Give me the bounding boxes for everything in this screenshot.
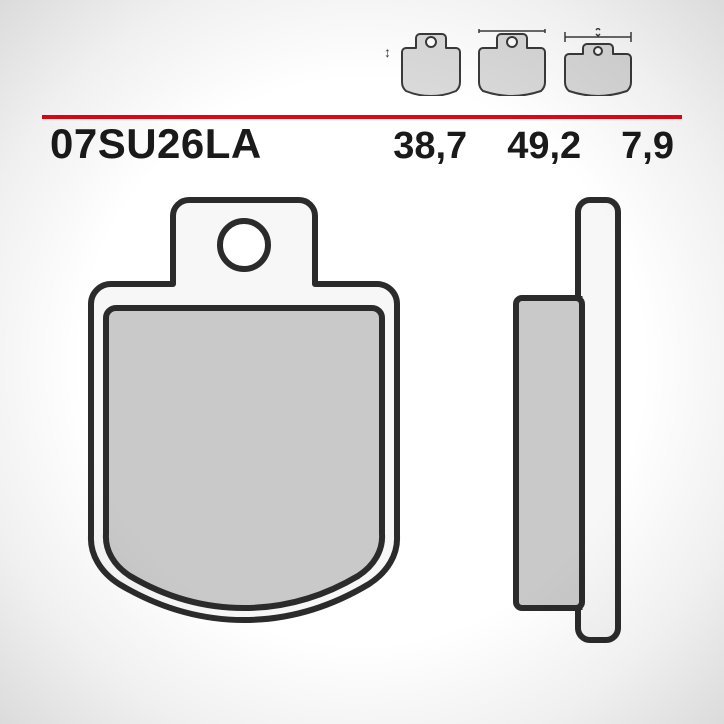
dimensions-values: 38,7 49,2 7,9 bbox=[393, 125, 674, 168]
technical-drawing bbox=[74, 190, 650, 660]
height-icon: ↕ bbox=[400, 28, 462, 101]
red-divider bbox=[42, 106, 682, 110]
dim-width: 38,7 bbox=[393, 125, 467, 168]
width-icon bbox=[476, 28, 548, 101]
part-number: 07SU26LA bbox=[50, 120, 262, 168]
thickness-icon bbox=[562, 28, 634, 101]
dimension-icons-row: ↕ bbox=[400, 28, 634, 101]
dim-height: 49,2 bbox=[507, 125, 581, 168]
dim-thickness: 7,9 bbox=[621, 125, 674, 168]
front-view bbox=[91, 200, 397, 620]
height-arrow-icon: ↕ bbox=[384, 44, 391, 60]
spec-row: 07SU26LA 38,7 49,2 7,9 bbox=[50, 120, 674, 168]
side-view bbox=[516, 200, 618, 640]
